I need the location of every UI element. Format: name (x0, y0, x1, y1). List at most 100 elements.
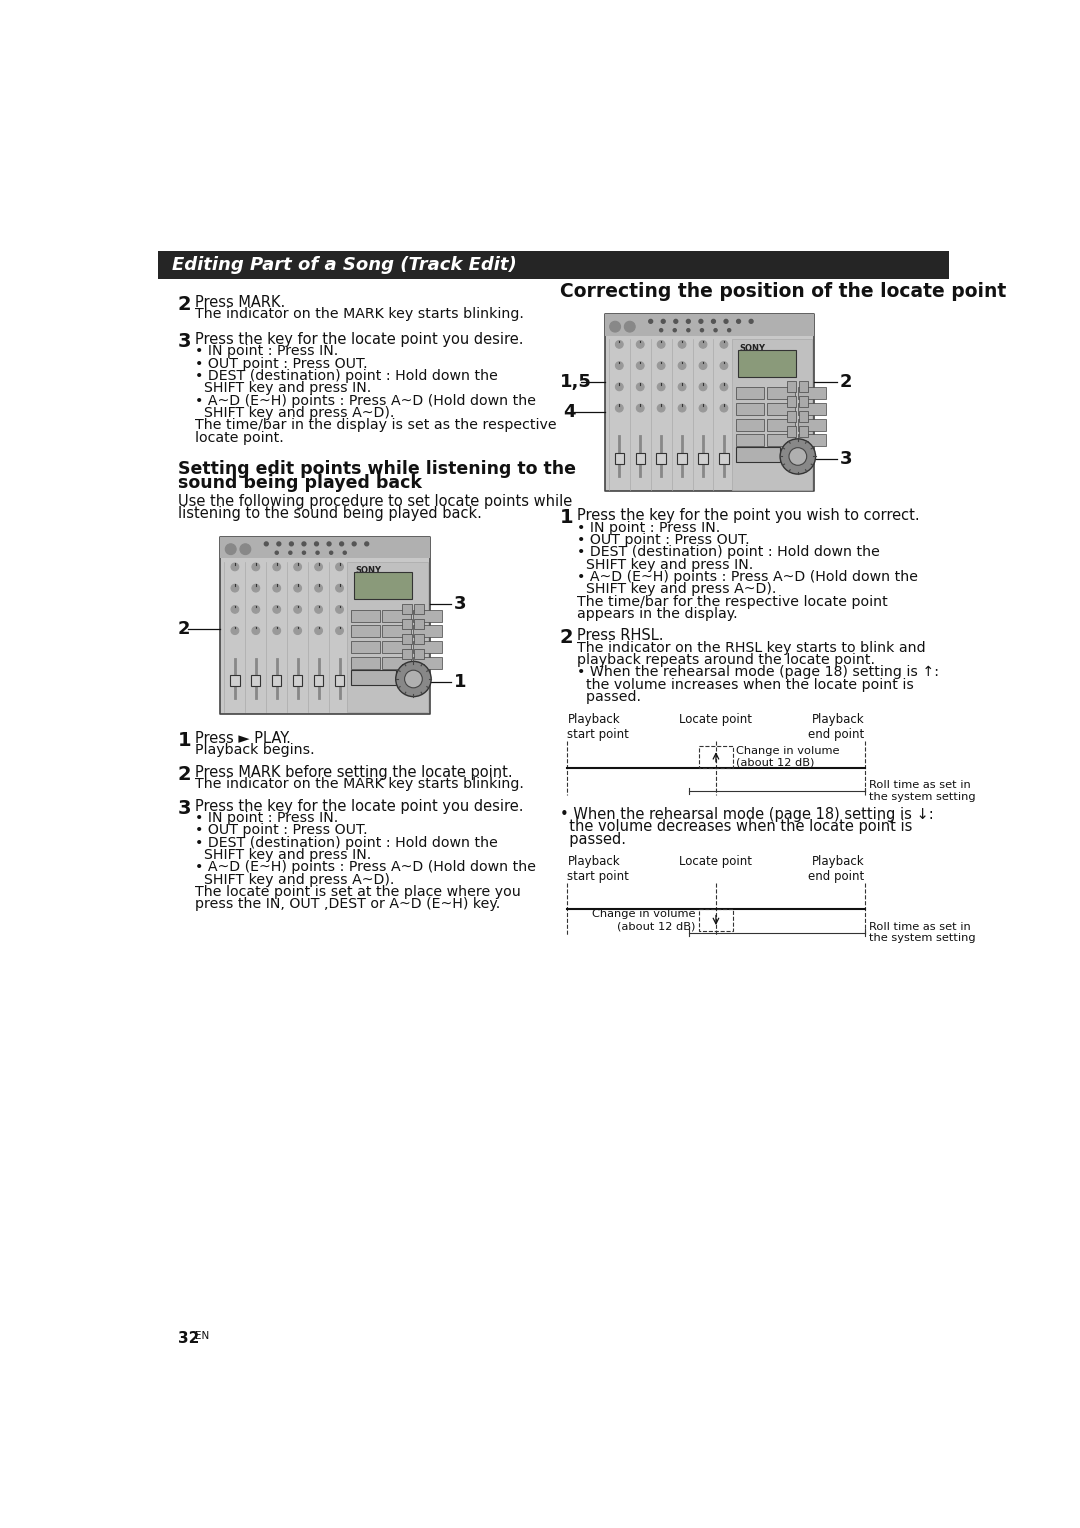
Circle shape (687, 319, 690, 324)
Text: Use the following procedure to set locate points while: Use the following procedure to set locat… (177, 494, 572, 509)
Bar (605, 315, 814, 492)
Text: 3: 3 (454, 594, 467, 613)
Text: • When the rehearsal mode (page 18) setting is ↓:: • When the rehearsal mode (page 18) sett… (559, 807, 933, 822)
Text: SHIFT key and press A~D).: SHIFT key and press A~D). (194, 406, 394, 420)
Circle shape (660, 329, 663, 332)
Bar (798, 442, 808, 452)
Circle shape (699, 405, 707, 413)
Bar (798, 411, 808, 422)
Circle shape (329, 552, 333, 555)
Bar (732, 339, 812, 489)
Bar (351, 625, 379, 637)
Circle shape (636, 384, 644, 391)
Text: Editing Part of a Song (Track Edit): Editing Part of a Song (Track Edit) (172, 257, 517, 274)
Text: Playback
end point: Playback end point (809, 714, 865, 741)
Bar (735, 387, 764, 399)
Circle shape (658, 341, 665, 348)
Circle shape (265, 542, 268, 545)
Circle shape (678, 405, 686, 413)
Bar (402, 619, 411, 630)
Bar (354, 571, 411, 599)
Bar (382, 610, 410, 622)
Bar (382, 625, 410, 637)
Text: • IN point : Press IN.: • IN point : Press IN. (194, 344, 338, 358)
Bar (798, 387, 826, 399)
Text: • OUT point : Press OUT.: • OUT point : Press OUT. (577, 533, 750, 547)
Circle shape (302, 542, 306, 545)
Text: Roll time as set in
the system setting: Roll time as set in the system setting (868, 921, 975, 943)
Bar (699, 746, 733, 767)
Text: SONY: SONY (740, 344, 766, 353)
Text: • A~D (E~H) points : Press A~D (Hold down the: • A~D (E~H) points : Press A~D (Hold dow… (194, 860, 536, 874)
Text: listening to the sound being played back.: listening to the sound being played back… (177, 506, 482, 521)
Bar (786, 396, 796, 406)
Text: • DEST (destination) point : Hold down the: • DEST (destination) point : Hold down t… (577, 545, 879, 559)
Text: • DEST (destination) point : Hold down the: • DEST (destination) point : Hold down t… (194, 368, 498, 384)
Bar (699, 909, 733, 931)
Bar (415, 634, 424, 645)
Text: the volume increases when the locate point is: the volume increases when the locate poi… (577, 678, 914, 692)
Circle shape (273, 626, 281, 634)
Bar (351, 669, 395, 685)
Text: • IN point : Press IN.: • IN point : Press IN. (577, 521, 720, 535)
Bar (786, 411, 796, 422)
Bar (220, 536, 430, 558)
Circle shape (294, 562, 301, 571)
Text: Press the key for the locate point you desire.: Press the key for the locate point you d… (194, 799, 523, 813)
Bar (415, 604, 424, 614)
Circle shape (252, 626, 259, 634)
Circle shape (610, 321, 621, 332)
Bar (767, 434, 795, 446)
Bar (415, 649, 424, 660)
Circle shape (737, 319, 741, 324)
Bar (402, 665, 411, 674)
Text: Locate point: Locate point (679, 714, 753, 726)
Text: 1: 1 (177, 730, 191, 750)
Text: • OUT point : Press OUT.: • OUT point : Press OUT. (194, 824, 367, 837)
Text: SHIFT key and press IN.: SHIFT key and press IN. (194, 382, 370, 396)
Text: SHIFT key and press IN.: SHIFT key and press IN. (577, 558, 753, 571)
Circle shape (673, 329, 676, 332)
Bar (719, 452, 729, 463)
Circle shape (327, 542, 330, 545)
Text: EN: EN (194, 1331, 208, 1342)
Circle shape (231, 605, 239, 613)
Bar (402, 649, 411, 660)
Bar (767, 387, 795, 399)
Text: The locate point is set at the place where you: The locate point is set at the place whe… (194, 885, 521, 898)
Circle shape (352, 542, 356, 545)
Circle shape (252, 605, 259, 613)
Text: • OUT point : Press OUT.: • OUT point : Press OUT. (194, 356, 367, 371)
Circle shape (336, 584, 343, 591)
Bar (735, 403, 764, 416)
Text: press the IN, OUT ,DEST or A~D (E~H) key.: press the IN, OUT ,DEST or A~D (E~H) key… (194, 897, 500, 911)
Circle shape (226, 544, 237, 555)
Circle shape (674, 319, 678, 324)
Bar (798, 434, 826, 446)
Text: Playback
start point: Playback start point (567, 854, 630, 883)
Circle shape (714, 329, 717, 332)
Text: Change in volume
(about 12 dB): Change in volume (about 12 dB) (592, 909, 696, 931)
Text: 2: 2 (177, 620, 190, 637)
Text: 3: 3 (177, 799, 191, 817)
Text: 1: 1 (454, 672, 467, 691)
Text: Press MARK before setting the locate point.: Press MARK before setting the locate poi… (194, 764, 512, 779)
Text: Roll time as set in
the system setting: Roll time as set in the system setting (868, 781, 975, 802)
Text: 2: 2 (177, 764, 191, 784)
Bar (348, 562, 428, 712)
Bar (414, 625, 442, 637)
Text: The indicator on the RHSL key starts to blink and: The indicator on the RHSL key starts to … (577, 640, 926, 654)
Bar (635, 452, 645, 463)
Bar (798, 403, 826, 416)
Circle shape (336, 626, 343, 634)
Circle shape (231, 584, 239, 591)
Bar (735, 448, 780, 463)
Text: • DEST (destination) point : Hold down the: • DEST (destination) point : Hold down t… (194, 836, 498, 850)
Text: 2: 2 (559, 628, 573, 648)
Bar (414, 657, 442, 669)
Circle shape (314, 584, 323, 591)
Bar (415, 619, 424, 630)
Text: the volume decreases when the locate point is: the volume decreases when the locate poi… (559, 819, 913, 834)
Circle shape (780, 439, 815, 474)
Text: 32: 32 (177, 1331, 199, 1346)
